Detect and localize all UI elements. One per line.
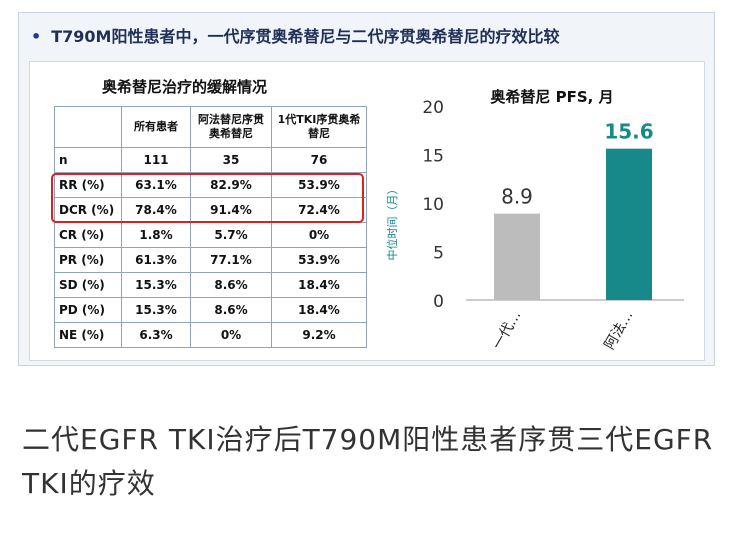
table-row: PR (%) 61.3% 77.1% 53.9% xyxy=(54,247,367,273)
highlight-box xyxy=(51,173,364,223)
slide-title-text: T790M阳性患者中，一代序贯奥希替尼与二代序贯奥希替尼的疗效比较 xyxy=(51,27,560,46)
table-cell: 78.4% xyxy=(121,197,191,223)
row-label: PR (%) xyxy=(54,247,122,273)
table-cell: 1.8% xyxy=(121,222,191,248)
table-cell: 8.6% xyxy=(190,272,272,298)
table-row: n 111 35 76 xyxy=(54,147,367,173)
header-cell-blank xyxy=(54,106,122,148)
row-label: CR (%) xyxy=(54,222,122,248)
response-table: 所有患者 阿法替尼序贯奥希替尼 1代TKI序贯奥希替尼 n 111 35 76 RR (… xyxy=(54,106,367,348)
x-tick-label: 一代… xyxy=(490,308,525,352)
caption: 二代EGFR TKI治疗后T790M阳性患者序贯三代EGFR TKI的疗效 xyxy=(22,423,714,500)
row-label: SD (%) xyxy=(54,272,122,298)
table-cell: 18.4% xyxy=(271,272,367,298)
table-row: NE (%) 6.3% 0% 9.2% xyxy=(54,322,367,348)
bar-0 xyxy=(494,213,540,300)
bar-1 xyxy=(606,148,652,300)
table-cell: 5.7% xyxy=(190,222,272,248)
table-cell: 82.9% xyxy=(190,172,272,198)
table-cell: 8.6% xyxy=(190,297,272,323)
y-tick-label: 20 xyxy=(422,98,444,118)
table-row: PD (%) 15.3% 8.6% 18.4% xyxy=(54,297,367,323)
header-cell-gen1: 1代TKI序贯奥希替尼 xyxy=(271,106,367,148)
bar-value-label: 15.6 xyxy=(604,120,653,144)
chart-title: 奥希替尼 PFS, 月 xyxy=(490,88,613,106)
table-cell: 0% xyxy=(190,322,272,348)
y-tick-label: 5 xyxy=(433,244,444,264)
bullet-icon: • xyxy=(31,27,42,46)
bars: 8.9 一代… 15.6 阿法… xyxy=(490,120,654,353)
table-cell: 111 xyxy=(121,147,191,173)
content-panel: 奥希替尼治疗的缓解情况 所有患者 阿法替尼序贯奥希替尼 1代TKI序贯奥希替尼 … xyxy=(29,61,705,361)
table-cell: 15.3% xyxy=(121,297,191,323)
table-header-row: 所有患者 阿法替尼序贯奥希替尼 1代TKI序贯奥希替尼 xyxy=(54,106,367,148)
table-cell: 9.2% xyxy=(271,322,367,348)
table-cell: 35 xyxy=(190,147,272,173)
table-cell: 15.3% xyxy=(121,272,191,298)
y-tick-label: 10 xyxy=(422,195,444,215)
y-ticks: 0 5 10 15 20 xyxy=(422,98,444,312)
x-tick-label: 阿法… xyxy=(602,308,637,352)
y-axis-label: 中位时间（月） xyxy=(385,184,399,261)
table-cell: 53.9% xyxy=(271,247,367,273)
bar-value-label: 8.9 xyxy=(501,185,533,209)
y-tick-label: 15 xyxy=(422,147,444,167)
table-row: DCR (%) 78.4% 91.4% 72.4% xyxy=(54,197,367,223)
y-tick-label: 0 xyxy=(433,292,444,312)
pfs-chart: 奥希替尼 PFS, 月 中位时间（月） 0 5 10 15 20 8.9 一代… 15.6 阿… xyxy=(385,88,684,353)
row-label: NE (%) xyxy=(54,322,122,348)
table-row: SD (%) 15.3% 8.6% 18.4% xyxy=(54,272,367,298)
slide: • T790M阳性患者中，一代序贯奥希替尼与二代序贯奥希替尼的疗效比较 奥希替尼治… xyxy=(18,12,715,366)
header-cell-afatinib: 阿法替尼序贯奥希替尼 xyxy=(190,106,272,148)
table-cell: 61.3% xyxy=(121,247,191,273)
row-label: PD (%) xyxy=(54,297,122,323)
table-cell: 77.1% xyxy=(190,247,272,273)
slide-title: • T790M阳性患者中，一代序贯奥希替尼与二代序贯奥希替尼的疗效比较 xyxy=(31,23,559,47)
table-cell: 76 xyxy=(271,147,367,173)
table-row: CR (%) 1.8% 5.7% 0% xyxy=(54,222,367,248)
table-cell: 18.4% xyxy=(271,297,367,323)
table-title: 奥希替尼治疗的缓解情况 xyxy=(102,78,268,96)
header-cell-all: 所有患者 xyxy=(121,106,191,148)
row-label: n xyxy=(54,147,122,173)
table-cell: 6.3% xyxy=(121,322,191,348)
table-cell: 0% xyxy=(271,222,367,248)
